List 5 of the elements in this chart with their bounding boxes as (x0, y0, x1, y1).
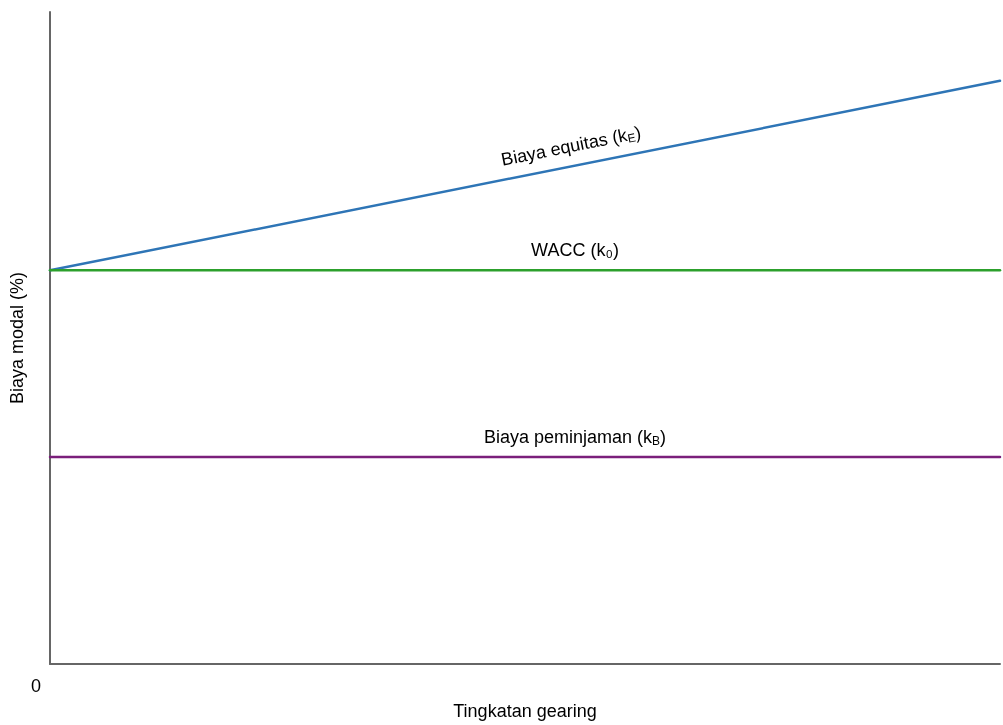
x-axis-title: Tingkatan gearing (453, 701, 597, 721)
series-label: WACC (k₀) (531, 240, 619, 261)
y-axis-title: Biaya modal (%) (7, 271, 27, 405)
text: Biaya equitas (kE) (499, 122, 643, 170)
text: 0 (30, 676, 42, 696)
